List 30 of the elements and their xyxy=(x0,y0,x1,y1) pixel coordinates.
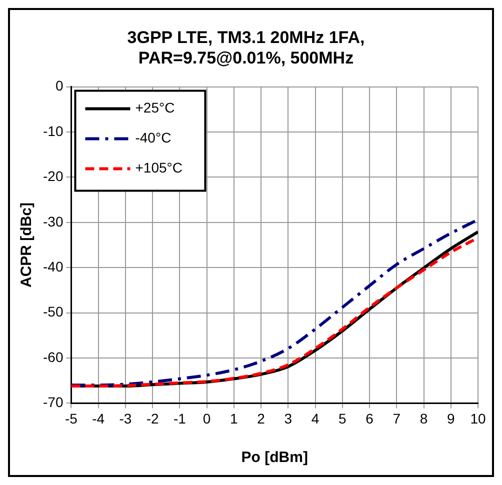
y-tick-label: 0 xyxy=(55,78,64,94)
legend-label: -40°C xyxy=(135,130,172,146)
y-tick-label: -40 xyxy=(43,258,64,274)
y-tick-label: -60 xyxy=(43,348,64,365)
x-tick-label: -1 xyxy=(173,410,186,426)
x-tick-label: 10 xyxy=(470,410,486,426)
x-tick-label: 7 xyxy=(392,410,401,426)
legend-label: +25°C xyxy=(135,100,175,116)
x-tick-label: 6 xyxy=(366,410,374,426)
y-tick-label: -20 xyxy=(43,168,64,184)
x-tick-label: 1 xyxy=(230,410,238,426)
chart-title: 3GPP LTE, TM3.1 20MHz 1FA, PAR=9.75@0.01%, 500MHz xyxy=(127,28,365,68)
x-tick-label: 3 xyxy=(284,410,292,426)
x-tick-label: 2 xyxy=(257,410,266,426)
x-tick-label: -5 xyxy=(65,410,78,426)
x-tick-label: 4 xyxy=(311,410,320,426)
x-tick-label: 5 xyxy=(338,410,347,426)
x-tick-label: 9 xyxy=(446,410,455,426)
y-tick-label: -70 xyxy=(43,394,64,410)
x-tick-label: -2 xyxy=(146,410,160,426)
x-tick-label: -4 xyxy=(92,410,105,426)
y-axis-title: ACPR [dBc] xyxy=(18,202,36,288)
x-tick-label: 8 xyxy=(420,410,428,426)
legend-label: +105°C xyxy=(135,160,182,176)
y-tick-label: -50 xyxy=(43,304,64,320)
x-axis-title: Po [dBm] xyxy=(241,449,308,466)
x-tick-label: -3 xyxy=(119,410,132,426)
y-tick-label: -10 xyxy=(43,122,64,139)
y-tick-label: -30 xyxy=(43,213,64,230)
x-tick-label: 0 xyxy=(202,410,211,426)
